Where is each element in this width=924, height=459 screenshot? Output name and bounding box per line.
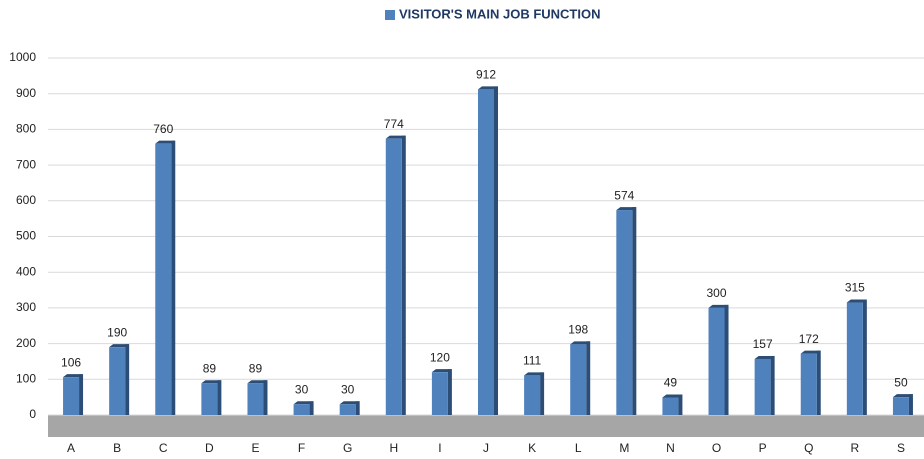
bar — [201, 383, 217, 415]
x-tick-label: C — [159, 441, 168, 455]
data-label: 172 — [799, 332, 819, 346]
x-tick-label: G — [343, 441, 352, 455]
bar-side — [678, 395, 682, 415]
x-tick-label: E — [251, 441, 259, 455]
bar — [755, 359, 771, 415]
bar-side — [540, 372, 544, 415]
data-label: 574 — [614, 188, 634, 202]
bar — [478, 89, 494, 415]
bar-side — [725, 305, 729, 415]
bar-side — [217, 380, 221, 415]
bar — [893, 397, 909, 415]
bar — [247, 383, 263, 415]
x-tick-label: L — [575, 441, 582, 455]
data-label: 300 — [707, 286, 727, 300]
bar-side — [909, 394, 913, 415]
data-label: 774 — [384, 117, 404, 131]
bar — [801, 354, 817, 415]
bar — [616, 210, 632, 415]
bar-side — [494, 86, 498, 415]
data-label: 50 — [894, 375, 908, 389]
y-tick-label: 700 — [16, 157, 36, 171]
x-tick-label: O — [712, 441, 721, 455]
legend-text: VISITOR'S MAIN JOB FUNCTION — [399, 6, 600, 21]
data-label: 157 — [753, 337, 773, 351]
bar-side — [817, 351, 821, 415]
x-tick-label: A — [67, 441, 75, 455]
chart: 0 100 200 300 400 500 600 700 800 900 1000 VISITOR'… — [0, 0, 924, 459]
data-label: 30 — [341, 382, 355, 396]
bar-side — [263, 380, 267, 415]
x-tick-label: D — [205, 441, 214, 455]
bar — [294, 404, 310, 415]
data-label: 912 — [476, 68, 496, 82]
data-label: 89 — [203, 361, 217, 375]
x-tick-label: R — [851, 441, 860, 455]
bar-side — [171, 141, 175, 415]
bar — [155, 144, 171, 415]
x-tick-label: N — [666, 441, 675, 455]
x-tick-label: Q — [804, 441, 813, 455]
y-tick-label: 500 — [16, 229, 36, 243]
x-tick-label: S — [897, 441, 905, 455]
bar-side — [402, 136, 406, 415]
bar — [570, 344, 586, 415]
bar — [847, 303, 863, 415]
bar — [109, 347, 125, 415]
y-tick-label: 300 — [16, 300, 36, 314]
x-tick-label: K — [528, 441, 536, 455]
y-tick-label: 1000 — [9, 50, 36, 64]
y-tick-label: 800 — [16, 122, 36, 136]
floor — [48, 415, 924, 437]
x-tick-label: M — [619, 441, 629, 455]
bar-side — [310, 401, 314, 415]
bar — [386, 139, 402, 415]
y-tick-label: 100 — [16, 371, 36, 385]
legend-swatch — [385, 10, 395, 20]
bar — [662, 398, 678, 415]
data-label: 89 — [249, 361, 263, 375]
bar-side — [586, 341, 590, 415]
data-label: 120 — [430, 350, 450, 364]
x-tick-label: J — [483, 441, 489, 455]
bar-side — [448, 369, 452, 415]
x-tick-label: P — [759, 441, 767, 455]
bar — [340, 404, 356, 415]
x-tick-label: I — [438, 441, 441, 455]
bar — [63, 377, 79, 415]
bar-side — [632, 207, 636, 415]
bar-side — [356, 401, 360, 415]
bar-side — [79, 374, 83, 415]
data-label: 760 — [153, 122, 173, 136]
y-tick-label: 200 — [16, 336, 36, 350]
bar — [432, 372, 448, 415]
bar — [524, 375, 540, 415]
data-label: 30 — [295, 382, 309, 396]
data-label: 198 — [568, 322, 588, 336]
page: {"chart_data": {"type": "bar", "categori… — [0, 0, 924, 459]
bar-side — [771, 356, 775, 415]
y-tick-label: 0 — [29, 407, 36, 421]
x-tick-label: F — [298, 441, 305, 455]
x-tick-label: H — [389, 441, 398, 455]
bar-side — [863, 300, 867, 415]
bar — [709, 308, 725, 415]
x-tick-label: B — [113, 441, 121, 455]
data-label: 49 — [664, 376, 678, 390]
data-label: 106 — [61, 355, 81, 369]
y-tick-label: 900 — [16, 86, 36, 100]
y-tick-label: 600 — [16, 193, 36, 207]
y-tick-label: 400 — [16, 264, 36, 278]
data-label: 190 — [107, 325, 127, 339]
data-label: 315 — [845, 281, 865, 295]
bar-side — [125, 344, 129, 415]
background — [0, 0, 924, 459]
data-label: 111 — [523, 354, 542, 368]
